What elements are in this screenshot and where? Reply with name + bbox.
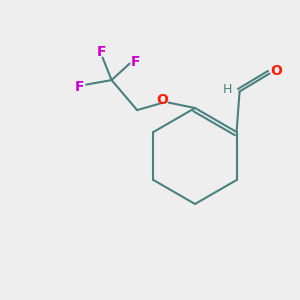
Text: O: O	[270, 64, 282, 78]
Text: F: F	[75, 80, 84, 94]
Text: O: O	[156, 93, 168, 107]
Text: F: F	[96, 45, 106, 59]
Text: F: F	[130, 55, 140, 69]
Text: H: H	[222, 82, 232, 96]
